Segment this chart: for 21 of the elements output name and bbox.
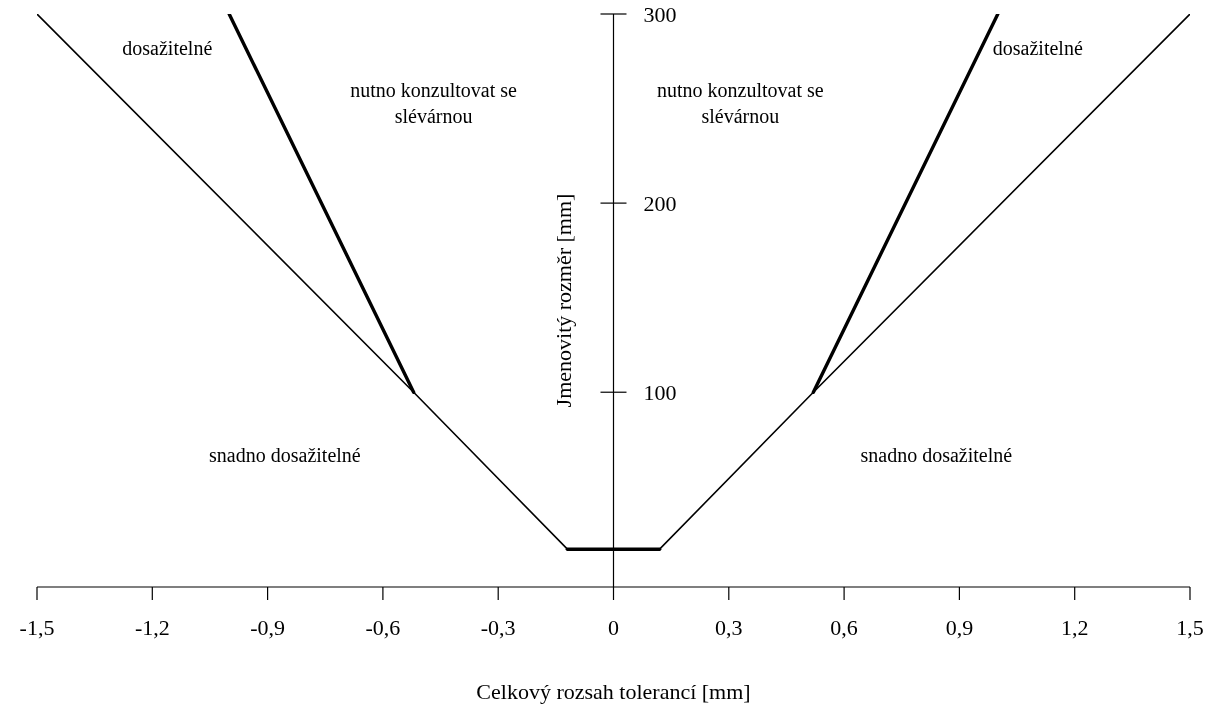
x-tick-label: -0,9 (250, 615, 286, 640)
x-tick-label: 1,2 (1060, 615, 1089, 640)
annotation: dosažitelné (122, 37, 213, 60)
x-axis-title: Celkový rozsah tolerancí [mm] (476, 679, 751, 704)
y-tick-label: 100 (643, 379, 677, 405)
y-axis-title: Jmenovitý rozměr [mm] (551, 193, 576, 408)
x-tick-label: 0,3 (715, 615, 743, 640)
x-tick-label: 1,5 (1176, 615, 1204, 640)
x-tick-label: -0,3 (480, 615, 516, 640)
annotation: nutno konzultovat se slévárnou (657, 78, 824, 127)
x-tick-label: 0,9 (945, 615, 974, 640)
annotation: snadno dosažitelné (860, 444, 1013, 467)
x-tick-label: -1,2 (134, 615, 170, 640)
x-tick-label: -0,6 (365, 615, 401, 640)
annotation: snadno dosažitelné (209, 444, 361, 467)
y-tick-label: 200 (643, 190, 677, 216)
x-tick-label: 0 (608, 615, 619, 640)
annotation: nutno konzultovat se slévárnou (350, 78, 518, 127)
x-tick-label: 0,6 (830, 615, 858, 640)
x-tick-label: -1,5 (19, 615, 55, 640)
annotation: dosažitelné (992, 37, 1083, 60)
